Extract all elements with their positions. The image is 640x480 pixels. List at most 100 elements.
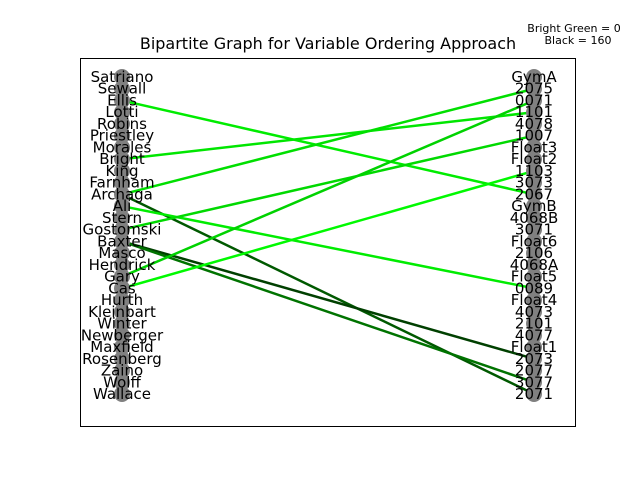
left-node-label-kleinbart: Kleinbart	[88, 303, 156, 321]
right-node-4077	[526, 327, 542, 344]
right-node-gyma	[526, 69, 542, 85]
right-node-4068a	[526, 256, 542, 273]
left-node-bright	[114, 151, 130, 168]
left-node-label-maxfield: Maxfield	[90, 338, 153, 356]
left-node-gostomski	[114, 221, 130, 238]
left-node-label-rosenberg: Rosenberg	[82, 350, 162, 368]
right-node-label-1103: 1103	[515, 162, 553, 180]
edge-archaga-2071	[121, 193, 535, 396]
plot-frame	[80, 58, 576, 427]
left-node-label-lotti: Lotti	[105, 103, 138, 121]
left-node-winter	[114, 315, 130, 332]
right-node-float6	[526, 233, 542, 250]
left-node-label-hendrick: Hendrick	[89, 256, 156, 274]
right-node-1103	[526, 162, 542, 179]
left-node-label-wolff: Wolff	[103, 373, 141, 391]
left-node-label-baxter: Baxter	[97, 232, 147, 250]
left-node-baxter	[114, 233, 130, 250]
left-node-label-farnham: Farnham	[89, 174, 154, 192]
left-node-newberger	[114, 327, 130, 344]
right-node-0089	[526, 280, 542, 297]
left-node-maxfield	[114, 339, 130, 356]
right-node-2075	[526, 80, 542, 97]
right-node-label-float2: Float2	[511, 150, 558, 168]
edges-layer	[121, 87, 535, 396]
edge-ali-0089	[121, 204, 535, 290]
right-node-label-4073: 4073	[515, 303, 553, 321]
left-node-wallace	[114, 386, 130, 402]
left-node-label-sewall: Sewall	[98, 80, 147, 98]
left-node-cas	[114, 280, 130, 297]
legend-bright-green: Bright Green = 0	[527, 22, 620, 35]
left-node-masco	[114, 245, 130, 262]
right-node-label-gyma: GymA	[511, 68, 557, 86]
edge-ellis-2067	[121, 99, 535, 196]
right-node-label-2067: 2067	[515, 185, 553, 203]
left-node-label-wallace: Wallace	[93, 385, 151, 403]
legend-black: Black = 160	[545, 34, 612, 47]
left-node-priestley	[114, 127, 130, 144]
edge-archaga-2075	[121, 87, 535, 196]
right-node-label-4068b: 4068B	[510, 209, 558, 227]
right-node-label-4068a: 4068A	[510, 256, 559, 274]
left-node-king	[114, 162, 130, 179]
right-node-label-3073: 3073	[515, 174, 553, 192]
right-node-label-3077: 3077	[515, 373, 553, 391]
left-node-kleinbart	[114, 303, 130, 320]
left-node-label-bright: Bright	[99, 150, 145, 168]
right-node-label-1101: 1101	[515, 103, 553, 121]
right-node-label-0071: 0071	[515, 91, 553, 109]
right-node-2071	[526, 386, 542, 402]
right-node-label-gymb: GymB	[511, 197, 556, 215]
left-node-gary	[114, 268, 130, 285]
left-node-label-morales: Morales	[93, 138, 152, 156]
right-node-3071	[526, 221, 542, 238]
right-node-4078	[526, 115, 542, 132]
nodes-layer	[114, 69, 542, 402]
right-node-float2	[526, 151, 542, 168]
left-node-hurth	[114, 292, 130, 309]
left-node-robins	[114, 115, 130, 132]
left-node-label-king: King	[105, 162, 138, 180]
right-node-label-float3: Float3	[511, 138, 558, 156]
left-node-farnham	[114, 174, 130, 191]
right-node-float3	[526, 139, 542, 156]
left-node-label-gostomski: Gostomski	[83, 221, 162, 239]
right-node-2106	[526, 245, 542, 262]
right-node-float4	[526, 292, 542, 309]
right-node-3077	[526, 374, 542, 391]
left-node-ali	[114, 198, 130, 215]
right-node-4073	[526, 303, 542, 320]
left-node-label-ali: Ali	[113, 197, 132, 215]
right-node-2101	[526, 315, 542, 332]
right-node-2067	[526, 186, 542, 203]
right-node-2073	[526, 350, 542, 367]
right-node-0071	[526, 92, 542, 109]
edge-gostomski-1007	[121, 134, 535, 231]
left-node-wolff	[114, 374, 130, 391]
left-node-label-stern: Stern	[102, 209, 142, 227]
right-node-gymb	[526, 198, 542, 215]
left-node-label-winter: Winter	[97, 315, 147, 333]
labels-layer: SatrianoSewallEllisLottiRobinsPriestleyM…	[81, 68, 559, 403]
right-node-1101	[526, 104, 542, 121]
edge-cas-1103	[121, 169, 535, 290]
right-node-label-4077: 4077	[515, 326, 553, 344]
chart-title: Bipartite Graph for Variable Ordering Ap…	[140, 34, 516, 53]
edge-baxter-2073	[121, 240, 535, 360]
left-node-label-robins: Robins	[97, 115, 147, 133]
right-node-1007	[526, 127, 542, 144]
left-node-sewall	[114, 80, 130, 97]
left-node-label-cas: Cas	[108, 279, 136, 297]
right-node-label-3071: 3071	[515, 221, 553, 239]
left-node-label-masco: Masco	[98, 244, 145, 262]
edge-bright-1101	[121, 110, 535, 161]
left-node-rosenberg	[114, 350, 130, 367]
left-node-label-ellis: Ellis	[107, 91, 137, 109]
right-node-float1	[526, 339, 542, 356]
left-node-hendrick	[114, 256, 130, 273]
right-node-label-2071: 2071	[515, 385, 553, 403]
right-node-label-float4: Float4	[511, 291, 558, 309]
left-node-archaga	[114, 186, 130, 203]
